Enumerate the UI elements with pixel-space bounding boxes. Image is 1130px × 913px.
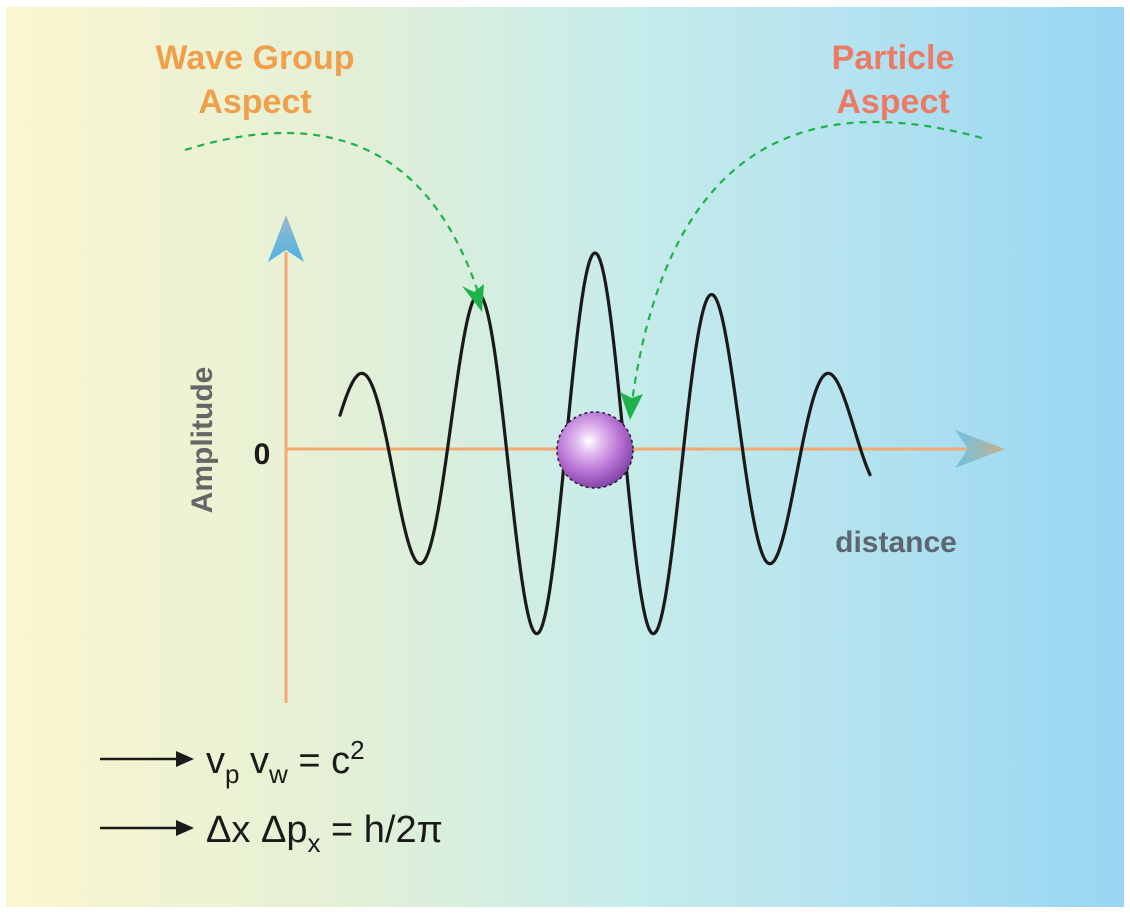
particle-sphere bbox=[556, 411, 634, 489]
zero-label: 0 bbox=[254, 438, 271, 471]
equation-velocity: vp vw = c2 bbox=[206, 735, 365, 789]
equation1-arrowhead bbox=[176, 751, 194, 767]
particle-label-line1: Particle bbox=[832, 39, 955, 77]
particle-label-line2: Aspect bbox=[836, 83, 949, 121]
particle-pointer-arrow bbox=[630, 120, 983, 403]
wave-group-label-line2: Aspect bbox=[198, 83, 311, 121]
wave-group-pointer-arrow bbox=[184, 131, 482, 299]
y-axis-label: Amplitude bbox=[186, 367, 219, 514]
y-axis-arrowhead bbox=[268, 215, 304, 262]
wave-group-label-line1: Wave Group bbox=[156, 39, 355, 77]
particle-pointer-arrowhead bbox=[620, 392, 643, 420]
wave-group-pointer-arrowhead bbox=[462, 284, 484, 312]
equation2-arrowhead bbox=[176, 820, 194, 836]
wave-packet-curve bbox=[338, 251, 872, 636]
x-axis-label: distance bbox=[835, 526, 957, 559]
equation-uncertainty: Δx Δpx = h/2π bbox=[206, 809, 443, 858]
x-axis-arrowhead bbox=[955, 430, 1005, 468]
